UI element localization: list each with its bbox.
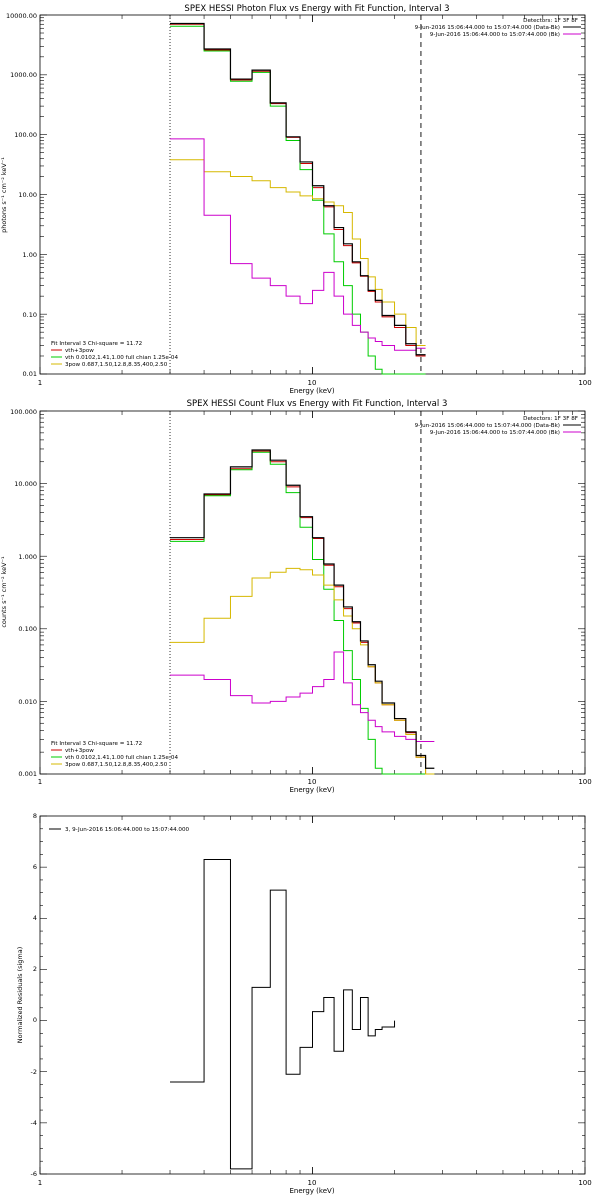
count-flux-legend-vth: vth 0.0102,1.41,1.00 full chian 1.25e-04 (65, 755, 178, 761)
count-flux-x-tick-label: 10 (308, 778, 317, 786)
count-flux-x-tick-label: 100 (578, 778, 591, 786)
photon-flux-y-tick-labels: 0.01 0.10 1.00 10.00 100.00 1000.00 1000… (6, 12, 37, 378)
count-flux-series-4 (170, 449, 435, 769)
photon-flux-header: Detectors: 1F 3F 8F 9-Jun-2016 15:06:44.… (415, 18, 581, 38)
photon-flux-y-tick-label: 100.00 (14, 131, 37, 139)
residuals-series-0 (170, 858, 396, 1170)
residuals-panel: -6 -4 -2 0 2 4 6 8 1 10 100 Energy (keV)… (16, 812, 592, 1195)
photon-flux-series-3 (170, 138, 426, 351)
photon-flux-series-4 (170, 22, 426, 356)
count-flux-y-tick-labels: 0.001 0.010 0.100 1.000 10.000 100.000 (10, 408, 37, 778)
photon-flux-y-tick-label: 10000.00 (6, 12, 37, 20)
count-flux-x-tick-labels: 1 10 100 (38, 778, 592, 786)
residuals-y-tick-label: -6 (31, 1170, 37, 1178)
residuals-y-tick-label: 2 (33, 965, 37, 973)
photon-flux-y-tick-label: 1.00 (23, 251, 37, 259)
photon-flux-x-tick-label: 100 (578, 379, 591, 387)
count-flux-series-1 (170, 451, 435, 775)
photon-flux-series-1 (170, 25, 426, 375)
residuals-legend: 3, 9-Jun-2016 15:06:44.000 to 15:07:44.0… (49, 827, 190, 833)
count-flux-x-axis-label: Energy (keV) (289, 786, 334, 794)
residuals-legend-label: 3, 9-Jun-2016 15:06:44.000 to 15:07:44.0… (65, 827, 190, 833)
count-flux-detectors: Detectors: 1F 3F 8F (523, 416, 578, 422)
residuals-y-tick-label: 6 (33, 863, 37, 871)
residuals-x-tick-labels: 1 10 100 (38, 1179, 592, 1187)
residuals-ticks (39, 815, 586, 1175)
photon-flux-legend-pow: 3pow 0.687,1.50,12.8,8.35,400,2.50 (65, 362, 168, 368)
count-flux-panel: SPEX HESSI Count Flux vs Energy with Fit… (0, 399, 592, 794)
photon-flux-x-tick-label: 1 (38, 379, 42, 387)
count-flux-title: SPEX HESSI Count Flux vs Energy with Fit… (187, 399, 448, 409)
count-flux-y-tick-label: 10.000 (14, 480, 37, 488)
residuals-x-tick-label: 10 (308, 1179, 317, 1187)
photon-flux-y-tick-label: 0.01 (23, 370, 37, 378)
residuals-x-tick-label: 1 (38, 1179, 42, 1187)
count-flux-series (169, 411, 435, 775)
residuals-y-tick-labels: -6 -4 -2 0 2 4 6 8 (31, 812, 37, 1178)
photon-flux-detectors: Detectors: 1F 3F 8F (523, 18, 578, 24)
residuals-x-axis-label: Energy (keV) (289, 1187, 334, 1195)
count-flux-legend-pow: 3pow 0.687,1.50,12.8,8.35,400,2.50 (65, 762, 168, 768)
residuals-y-tick-label: 0 (33, 1016, 37, 1024)
residuals-series (170, 858, 396, 1170)
residuals-x-tick-label: 100 (578, 1179, 591, 1187)
count-flux-y-axis-label: counts s⁻¹ cm⁻² keV⁻¹ (0, 556, 8, 628)
photon-flux-y-tick-label: 10.00 (18, 191, 37, 199)
photon-flux-series (169, 15, 426, 375)
residuals-y-tick-label: -4 (31, 1119, 37, 1127)
count-flux-y-tick-label: 1.000 (18, 553, 37, 561)
residuals-y-tick-label: 4 (33, 914, 37, 922)
count-flux-y-tick-label: 100.000 (10, 408, 37, 416)
photon-flux-header-bk: 9-Jun-2016 15:06:44.000 to 15:07:44.000 … (430, 32, 560, 38)
photon-flux-x-tick-label: 10 (308, 379, 317, 387)
count-flux-y-tick-label: 0.010 (18, 698, 37, 706)
photon-flux-y-tick-label: 1000.00 (10, 71, 37, 79)
photon-flux-x-axis-label: Energy (keV) (289, 387, 334, 395)
photon-flux-legend-fit: Fit Interval 3 Chi-square = 11.72 (51, 341, 142, 347)
photon-flux-header-data: 9-Jun-2016 15:06:44.000 to 15:07:44.000 … (415, 25, 560, 31)
count-flux-y-tick-label: 0.001 (18, 770, 37, 778)
count-flux-series-3 (170, 651, 435, 743)
count-flux-header-data: 9-Jun-2016 15:06:44.000 to 15:07:44.000 … (415, 423, 560, 429)
count-flux-header: Detectors: 1F 3F 8F 9-Jun-2016 15:06:44.… (415, 416, 581, 436)
count-flux-ticks (39, 410, 586, 775)
photon-flux-legend: Fit Interval 3 Chi-square = 11.72 vth+3p… (51, 341, 178, 368)
count-flux-plot-area (39, 410, 586, 775)
residuals-plot-area (39, 815, 586, 1175)
count-flux-header-bk: 9-Jun-2016 15:06:44.000 to 15:07:44.000 … (430, 430, 560, 436)
count-flux-series-0 (170, 450, 435, 775)
photon-flux-title: SPEX HESSI Photon Flux vs Energy with Fi… (184, 4, 449, 14)
residuals-y-tick-label: -2 (31, 1068, 37, 1076)
count-flux-legend-total: vth+3pow (65, 748, 94, 754)
count-flux-y-tick-label: 0.100 (18, 625, 37, 633)
photon-flux-ticks (39, 14, 586, 375)
photon-flux-legend-total: vth+3pow (65, 348, 94, 354)
photon-flux-series-2 (170, 159, 426, 346)
count-flux-series-2 (170, 567, 435, 775)
photon-flux-series-0 (170, 23, 426, 357)
photon-flux-y-tick-label: 0.10 (23, 311, 37, 319)
photon-flux-legend-vth: vth 0.0102,1.41,1.00 full chian 1.25e-04 (65, 355, 178, 361)
photon-flux-y-axis-label: photons s⁻¹ cm⁻² keV⁻¹ (0, 157, 8, 233)
count-flux-legend-fit: Fit Interval 3 Chi-square = 11.72 (51, 741, 142, 747)
residuals-y-tick-label: 8 (33, 812, 37, 820)
count-flux-legend: Fit Interval 3 Chi-square = 11.72 vth+3p… (51, 741, 178, 768)
photon-flux-panel: SPEX HESSI Photon Flux vs Energy with Fi… (0, 4, 592, 395)
residuals-y-axis-label: Normalized Residuals (sigma) (16, 947, 24, 1044)
photon-flux-x-tick-labels: 1 10 100 (38, 379, 592, 387)
count-flux-x-tick-label: 1 (38, 778, 42, 786)
